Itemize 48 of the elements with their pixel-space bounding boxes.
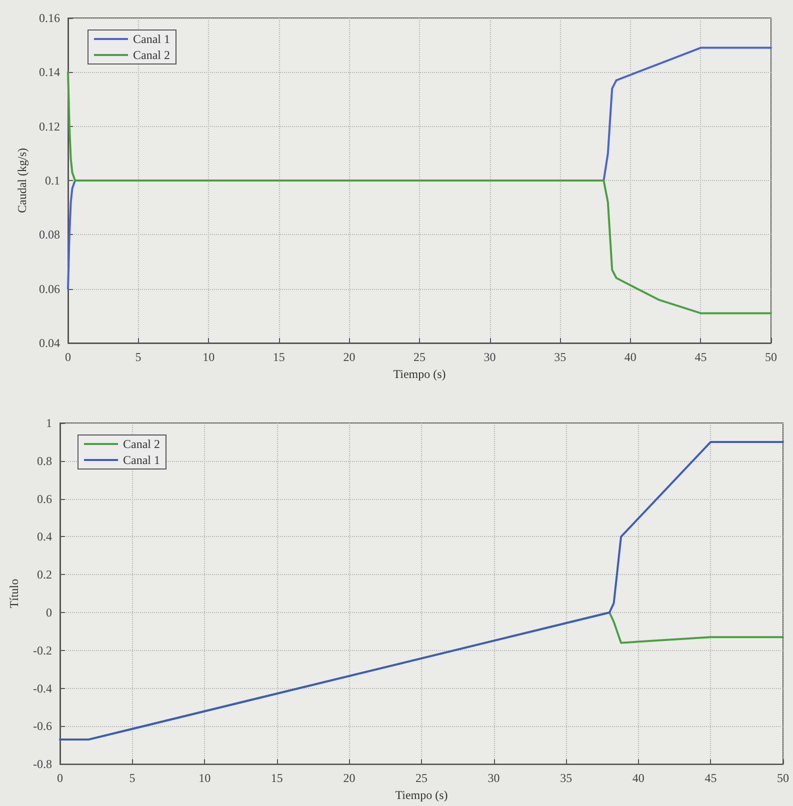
y-axis-title: Título: [7, 578, 21, 608]
y-tick-label: 0: [46, 606, 52, 620]
x-tick-label: 25: [414, 350, 426, 364]
x-tick-label: 15: [270, 771, 283, 786]
x-tick-label: 10: [202, 350, 215, 364]
x-tick-label: 30: [484, 350, 496, 364]
x-tick-label: 5: [129, 771, 136, 786]
y-tick-label: 0.2: [37, 568, 52, 582]
x-axis-title: Tiempo (s): [395, 788, 448, 802]
y-tick-label: 0.6: [37, 492, 52, 506]
x-tick-label: 35: [554, 350, 566, 364]
y-tick-label: 0.14: [39, 65, 60, 80]
y-tick-label: 0.08: [39, 228, 60, 242]
x-tick-label: 30: [488, 771, 500, 786]
y-tick-label: -0.8: [33, 757, 52, 772]
x-tick-label: 15: [272, 350, 285, 364]
legend-label: Canal 1: [123, 453, 160, 467]
y-tick-label: 0.12: [39, 119, 60, 134]
x-tick-label: 40: [624, 350, 636, 364]
line-series: [59, 440, 784, 740]
x-tick-label: 40: [632, 771, 644, 786]
x-tick-label: 5: [135, 350, 142, 364]
x-axis-title: Tiempo (s): [393, 366, 446, 381]
y-tick-label: 0.8: [37, 454, 52, 468]
line-series: [67, 71, 772, 314]
x-tick-label: 20: [343, 350, 356, 364]
y-tick-label: 0.06: [39, 282, 60, 296]
y-tick-label: -0.6: [33, 719, 52, 734]
x-tick-label: 0: [65, 350, 71, 364]
x-tick-label: 45: [704, 771, 717, 786]
x-tick-label: 50: [777, 771, 789, 786]
y-tick-label: 0.16: [39, 11, 60, 25]
y-tick-label: -0.4: [33, 681, 52, 696]
x-tick-label: 45: [694, 350, 707, 364]
legend-label: Canal 2: [133, 48, 170, 62]
legend-label: Canal 2: [123, 437, 160, 451]
y-tick-label: 0.1: [45, 174, 60, 188]
x-tick-label: 50: [765, 350, 777, 364]
y-axis-title: Caudal (kg/s): [15, 148, 29, 213]
y-tick-label: -0.2: [33, 643, 52, 658]
y-tick-label: 1: [46, 416, 52, 430]
x-tick-label: 25: [416, 771, 428, 786]
x-tick-label: 35: [560, 771, 572, 786]
x-tick-label: 10: [198, 771, 211, 786]
x-tick-label: 20: [343, 771, 356, 786]
y-tick-label: 0.4: [37, 530, 52, 544]
legend-label: Canal 1: [133, 32, 170, 46]
y-tick-label: 0.04: [39, 336, 60, 350]
